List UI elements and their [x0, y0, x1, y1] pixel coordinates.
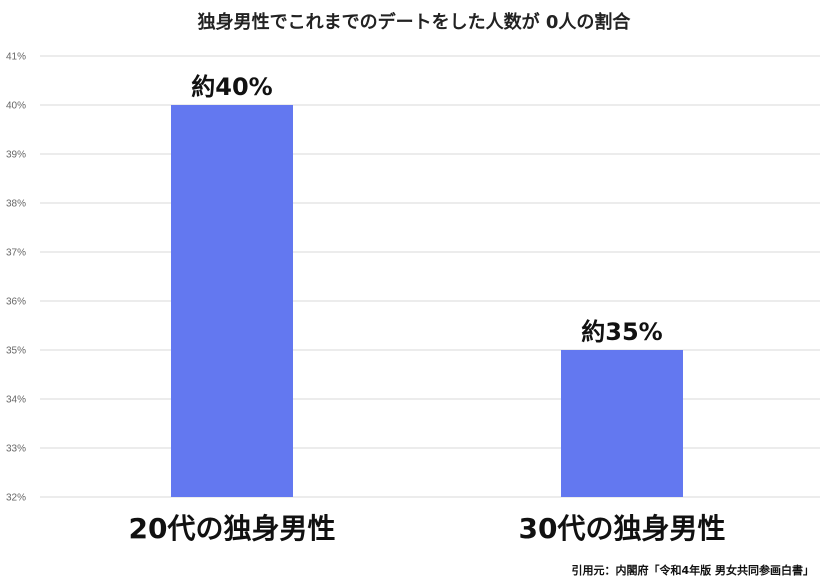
- bar: [171, 105, 293, 497]
- y-tick-label: 41%: [6, 52, 26, 63]
- source-note: 引用元：内閣府「令和4年版 男女共同参画白書」: [571, 564, 814, 577]
- data-label: 約35%: [581, 318, 662, 346]
- y-tick-label: 39%: [6, 150, 26, 161]
- data-labels: 約40% 約35%: [191, 73, 662, 346]
- category-label: 20代の独身男性: [129, 512, 336, 545]
- x-axis-categories: 20代の独身男性 30代の独身男性: [129, 512, 726, 545]
- y-tick-label: 37%: [6, 248, 26, 259]
- y-tick-label: 32%: [6, 493, 26, 504]
- y-tick-label: 36%: [6, 297, 26, 308]
- bar: [561, 350, 683, 497]
- y-tick-label: 40%: [6, 101, 26, 112]
- gridlines: [40, 55, 820, 498]
- y-tick-label: 35%: [6, 346, 26, 357]
- data-label: 約40%: [191, 73, 272, 101]
- bars: [171, 105, 683, 497]
- y-tick-label: 34%: [6, 395, 26, 406]
- category-label: 30代の独身男性: [519, 512, 726, 545]
- y-axis-ticks: 32% 33% 34% 35% 36% 37% 38% 39% 40% 41%: [6, 52, 26, 504]
- y-tick-label: 33%: [6, 444, 26, 455]
- y-tick-label: 38%: [6, 199, 26, 210]
- chart-title: 独身男性でこれまでのデートをした人数が 0人の割合: [197, 12, 631, 33]
